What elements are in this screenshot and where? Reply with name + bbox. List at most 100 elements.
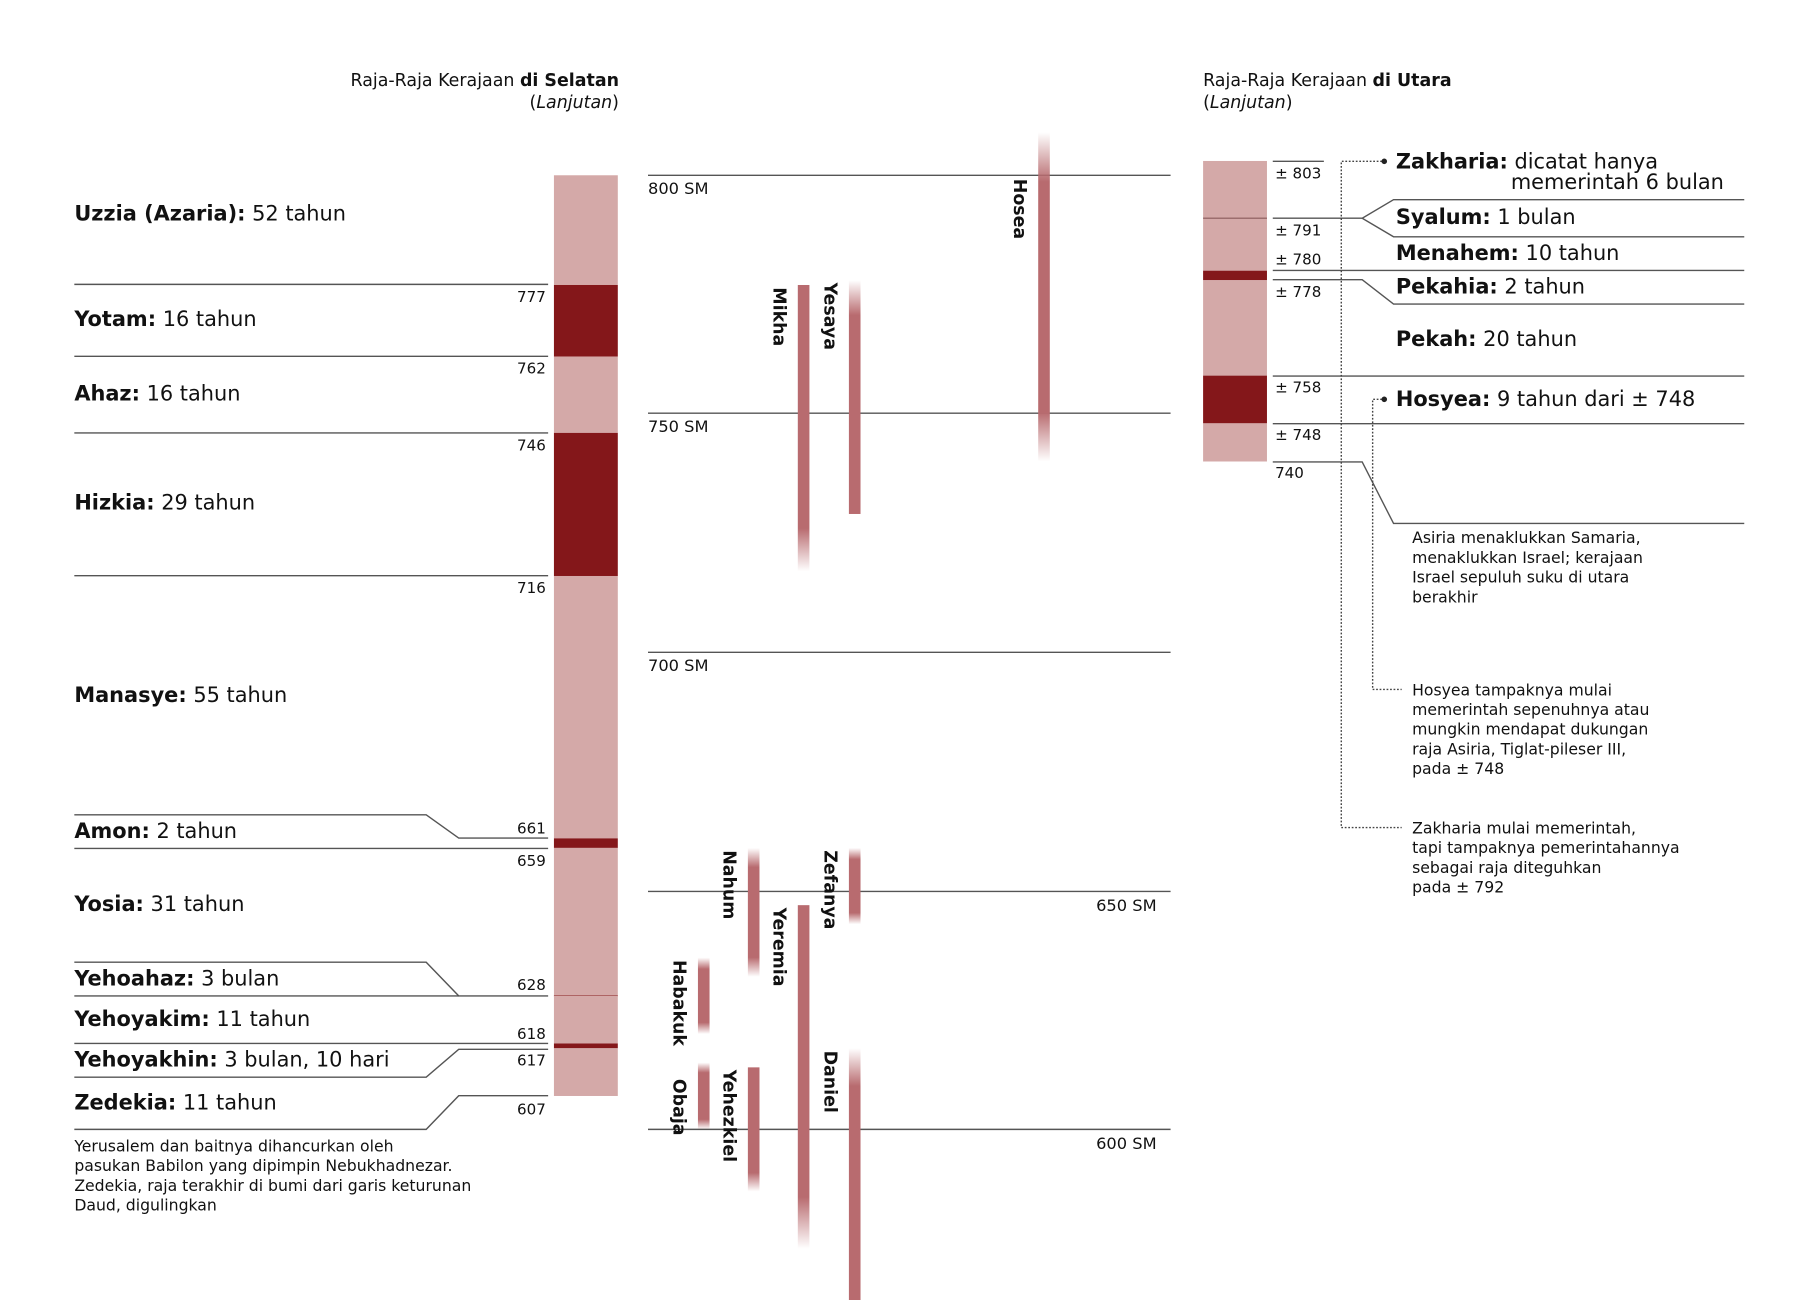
axis-label: 650 SM [1096,896,1157,915]
year-label: 762 [517,360,546,378]
divider [1360,198,1745,238]
year-label: 607 [517,1100,546,1118]
footnote-line: Daud, digulingkan [74,1196,217,1215]
note-line: sebagai raja diteguhkan [1412,858,1601,877]
year-label: 777 [517,288,546,306]
divider [74,1095,549,1131]
year-label: 628 [517,976,546,994]
bullet-icon [1381,396,1388,403]
reign-segment [1203,423,1267,462]
year-label: 659 [517,852,546,870]
king-label: Hizkia: 29 tahun [74,491,255,515]
king-label: Menahem: 10 tahun [1396,241,1620,265]
reign-segment [1203,160,1267,219]
note-line: menaklukkan Israel; kerajaan [1412,548,1643,567]
king-label: Uzzia (Azaria): 52 tahun [74,202,346,226]
divider [74,961,549,997]
year-label: ± 748 [1275,426,1321,444]
king-label: Yosia: 31 tahun [73,892,244,916]
north-kings: Zakharia: dicatat hanya memerintah 6 bul… [1396,149,1724,411]
reign-segment [1203,218,1267,271]
king-label: Ahaz: 16 tahun [74,381,240,405]
south-footnote: Yerusalem dan baitnya dihancurkan oleh p… [73,1136,471,1214]
year-label: 740 [1275,464,1304,482]
south-reign-bar [553,175,618,1096]
prophet-bar-zefanya [848,847,861,925]
south-separators [74,283,549,1131]
note-line: Hosyea tampaknya mulai [1412,680,1612,699]
reign-segment [553,432,618,576]
north-subtitle: (Lanjutan) [1203,93,1292,113]
prophet-label: Zefanya [820,850,840,929]
note-line: Asiria menaklukkan Samaria, [1412,528,1640,547]
bullet-icon [1381,158,1388,165]
prophet-bars: Hosea Mikha Yesaya Nahum Zefanya Yeremia Habak… [669,132,1050,1300]
king-label: Zedekia: 11 tahun [74,1091,276,1115]
king-label: Yotam: 16 tahun [73,307,256,331]
prophet-bar-obaja [697,1062,710,1130]
note-line: Israel sepuluh suku di utara [1412,568,1629,587]
prophet-label: Daniel [820,1051,840,1113]
king-label-continued: memerintah 6 bulan [1511,170,1724,194]
axis-label: 800 SM [648,179,709,198]
axis-label: 600 SM [1096,1134,1157,1153]
prophet-bar-yeremia [797,905,810,1249]
king-label: Amon: 2 tahun [74,819,237,843]
reign-segment [1203,280,1267,376]
year-label: ± 780 [1275,251,1321,269]
prophet-label: Hosea [1009,179,1029,239]
prophet-label: Mikha [768,287,788,346]
divider [74,814,549,839]
dotted-leader [1340,160,1402,829]
divider [1272,461,1745,525]
prophet-bar-nahum [747,847,760,977]
note-line: berakhir [1412,587,1478,606]
prophet-bar-daniel [848,1048,861,1300]
north-notes: Asiria menaklukkan Samaria, menaklukkan … [1412,528,1680,896]
time-axis: 800 SM 750 SM 700 SM 650 SM 600 SM [648,174,1171,1153]
note-line: tapi tampaknya pemerintahannya [1412,838,1680,857]
axis-label: 700 SM [648,656,709,675]
reign-segment [553,1043,618,1049]
reign-segment [553,284,618,357]
prophet-bar-yesaya [848,280,861,514]
axis-label: 750 SM [648,417,709,436]
south-kings: Uzzia (Azaria): 52 tahun Yotam: 16 tahun… [73,202,389,1115]
note-line: memerintah sepenuhnya atau [1412,700,1649,719]
year-label: 746 [517,436,546,454]
year-label: ± 803 [1275,165,1321,183]
north-reign-bar [1203,160,1267,462]
footnote-line: pasukan Babilon yang dipimpin Nebukhadne… [74,1156,452,1175]
king-label: Hosyea: 9 tahun dari ± 748 [1396,387,1695,411]
prophet-label: Nahum [718,850,738,919]
south-years: 777 762 746 716 661 659 628 618 617 607 [517,288,546,1118]
reign-segment [553,356,618,433]
year-label: ± 778 [1275,283,1321,301]
reign-segment [553,575,618,839]
year-label: 617 [517,1052,546,1070]
reign-segment [1203,270,1267,281]
reign-segment [553,847,618,996]
south-subtitle: (Lanjutan) [530,93,619,113]
year-label: ± 791 [1275,222,1321,240]
note-line: Zakharia mulai memerintah, [1412,818,1636,837]
footnote-line: Yerusalem dan baitnya dihancurkan oleh [73,1136,393,1155]
note-line: pada ± 748 [1412,759,1504,778]
divider [74,1048,549,1078]
north-separators [1272,158,1745,829]
king-label: Zakharia: dicatat hanya [1396,149,1658,173]
king-label: Yehoyakhin: 3 bulan, 10 hari [73,1048,389,1072]
reign-segment [553,1048,618,1096]
dotted-leader [1371,398,1402,691]
reign-segment [553,995,618,1044]
note-line: pada ± 792 [1412,878,1504,897]
reign-segment [553,838,618,848]
king-label: Manasye: 55 tahun [74,683,287,707]
year-label: 716 [517,579,546,597]
reign-segment [1203,375,1267,424]
reign-segment [553,175,618,285]
divider [1272,279,1745,305]
year-label: 618 [517,1025,546,1043]
king-label: Yehoahaz: 3 bulan [73,966,279,990]
